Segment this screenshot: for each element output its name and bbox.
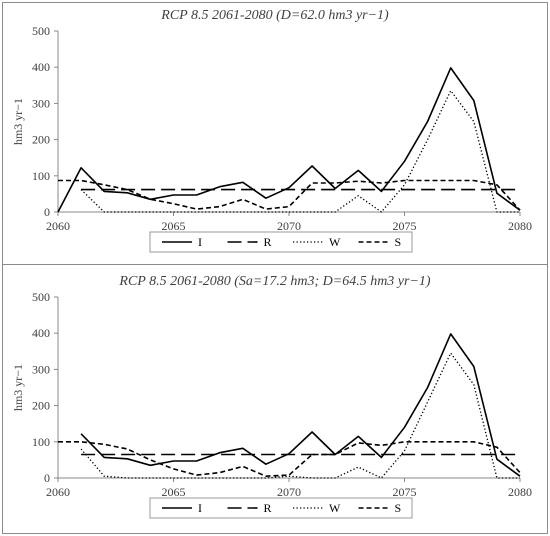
legend-label-i: I — [198, 235, 202, 249]
series-line-s — [58, 441, 521, 477]
series-line-i — [57, 67, 521, 213]
x-tick-label: 2065 — [162, 485, 186, 499]
x-tick-label: 2065 — [162, 219, 186, 233]
legend-label-r: R — [264, 501, 272, 515]
y-tick-label: 400 — [32, 326, 50, 340]
chart-top: RCP 8.5 2061-2080 (D=62.0 hm3 yr−1) 0 100 2… — [11, 8, 532, 253]
y-tick-label: 500 — [32, 290, 50, 304]
y-axis-label: hm3 yr−1 — [11, 98, 25, 145]
series-line-s — [58, 179, 521, 211]
x-tick-label: 2060 — [46, 219, 70, 233]
y-tick-label: 0 — [44, 471, 50, 485]
y-tick-label: 200 — [32, 399, 50, 413]
y-tick-label: 400 — [32, 60, 50, 74]
x-tick-label: 2070 — [277, 485, 301, 499]
legend-box — [149, 497, 413, 519]
y-tick-label: 100 — [32, 435, 50, 449]
x-tick-label: 2075 — [393, 219, 417, 233]
x-tick-label: 2070 — [277, 219, 301, 233]
x-tick-label: 2060 — [46, 485, 70, 499]
y-tick-label: 100 — [32, 169, 50, 183]
legend-label-s: S — [395, 501, 402, 515]
chart-bottom: RCP 8.5 2061-2080 (Sa=17.2 hm3; D=64.5 h… — [11, 274, 532, 519]
legend-label-s: S — [395, 235, 402, 249]
series-line-w — [80, 352, 520, 479]
legend-label-w: W — [329, 501, 341, 515]
y-tick-label: 500 — [32, 24, 50, 38]
panel-divider — [2, 264, 548, 265]
chart-title: RCP 8.5 2061-2080 (D=62.0 hm3 yr−1) — [160, 8, 389, 23]
legend-box — [149, 231, 413, 253]
legend-label-w: W — [329, 235, 341, 249]
x-tick-label: 2080 — [508, 485, 532, 499]
series-line-i — [80, 333, 521, 477]
y-tick-label: 300 — [32, 362, 50, 376]
x-tick-label: 2075 — [393, 485, 417, 499]
series-line-w — [80, 90, 520, 213]
y-axis-label: hm3 yr−1 — [11, 364, 25, 411]
y-tick-label: 0 — [44, 205, 50, 219]
y-tick-label: 200 — [32, 133, 50, 147]
legend-label-i: I — [198, 501, 202, 515]
y-tick-label: 300 — [32, 96, 50, 110]
x-tick-label: 2080 — [508, 219, 532, 233]
legend-label-r: R — [264, 235, 272, 249]
chart-title: RCP 8.5 2061-2080 (Sa=17.2 hm3; D=64.5 h… — [118, 274, 431, 289]
